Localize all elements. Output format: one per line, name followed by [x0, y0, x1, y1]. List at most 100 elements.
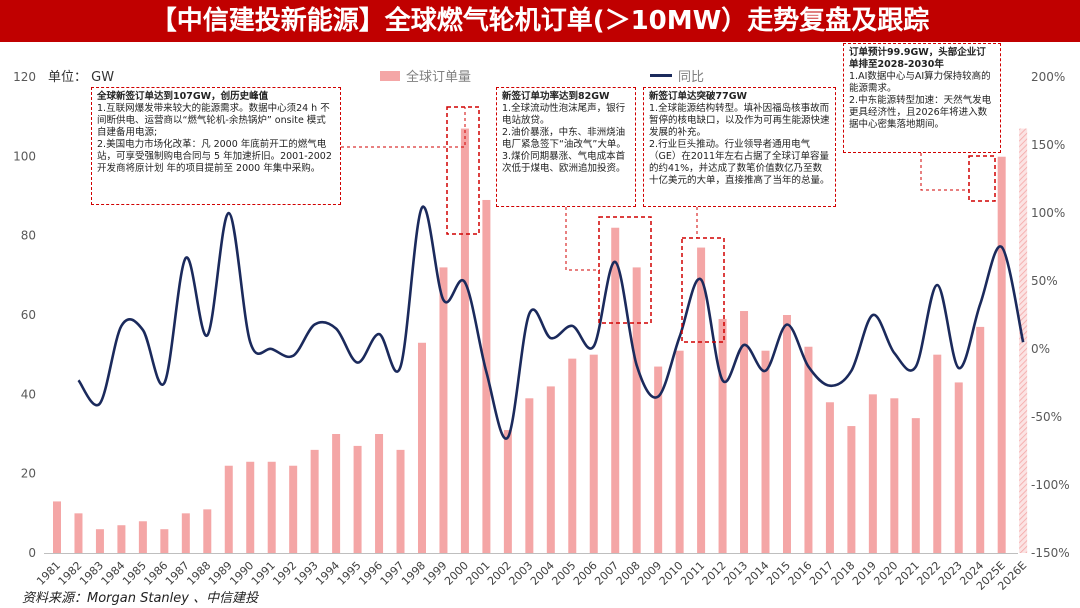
yoy-line: [77, 205, 1025, 440]
bar-2025E: [997, 156, 1006, 554]
bar-1997: [396, 449, 405, 553]
y-left-tick-label: 100: [13, 149, 36, 163]
y-right-tick-label: 50%: [1031, 274, 1058, 288]
x-tick-label: 2006: [571, 559, 600, 588]
bar-1987: [181, 513, 190, 553]
bar-2009: [654, 366, 663, 553]
bar-2006: [589, 354, 598, 553]
y-left-tick-label: 20: [21, 467, 36, 481]
bar-1996: [375, 434, 384, 553]
y-right-tick-label: -150%: [1031, 546, 1070, 560]
bar-2021: [911, 418, 920, 553]
annotation-title: 新签订单功率达到82GW: [502, 91, 610, 102]
x-tick-label: 2016: [786, 559, 815, 588]
y-left-tick-label: 80: [21, 229, 36, 243]
x-tick-label: 1982: [56, 559, 85, 588]
bar-2003: [525, 398, 534, 553]
bar-1986: [160, 529, 169, 553]
x-tick-label: 1993: [292, 559, 321, 588]
highlight-box: [681, 237, 725, 343]
x-tick-label: 1994: [313, 559, 342, 588]
bar-2017: [825, 402, 834, 553]
bar-2000: [460, 128, 469, 554]
x-tick-label: 1987: [163, 559, 192, 588]
x-tick-label: 1985: [120, 559, 149, 588]
bar-2022: [933, 354, 942, 553]
bar-2013: [740, 311, 749, 553]
annotation-connector: [341, 107, 466, 148]
x-tick-label: 1996: [356, 559, 385, 588]
annotation-line: 3.煤价同期暴涨、气电成本首次低于煤电、欧洲追加投资。: [502, 151, 626, 174]
highlight-box: [446, 106, 480, 235]
annotation-line: 2.油价暴涨，中东、非洲烧油电厂紧急签下“油改气”大单。: [502, 127, 626, 150]
x-tick-label: 2000: [442, 559, 471, 588]
bar-1984: [117, 525, 126, 553]
bar-2023: [954, 382, 963, 553]
x-tick-label: 2005: [549, 559, 578, 588]
x-tick-label: 2004: [528, 559, 557, 588]
bar-2004: [546, 386, 555, 553]
x-tick-label: 2009: [635, 559, 664, 588]
y-left-tick-label: 0: [28, 546, 36, 560]
x-tick-label: 2012: [700, 559, 729, 588]
x-tick-label: 1984: [99, 559, 128, 588]
bar-1999: [439, 267, 448, 553]
bar-1985: [138, 521, 147, 553]
y-right-tick-label: 100%: [1031, 206, 1065, 220]
annotation-line: 1.AI数据中心与AI算力保持较高的能源需求。: [849, 71, 991, 94]
annotation-line: 2.行业巨头推动。行业领导者通用电气（GE）在2011年左右占据了全球订单容量的…: [649, 139, 830, 186]
x-tick-label: 1995: [335, 559, 364, 588]
page-title: 【中信建投新能源】全球燃气轮机订单(＞10MW）走势复盘及跟踪: [0, 0, 1080, 42]
x-tick-label: 2020: [871, 559, 900, 588]
x-tick-label: 2022: [914, 559, 943, 588]
x-tick-label: 2013: [721, 559, 750, 588]
bar-2024: [976, 326, 985, 553]
x-tick-label: 2007: [592, 559, 621, 588]
source-note: 资料来源：Morgan Stanley 、中信建投: [22, 591, 259, 606]
bar-2011: [697, 247, 706, 554]
annotation-box-2011: 新签订单达突破77GW 1.全球能源结构转型。填补因福岛核事故而暂停的核电缺口，…: [643, 87, 836, 207]
x-tick-label: 2021: [893, 559, 922, 588]
annotation-title: 订单预计99.9GW，头部企业订单排至2028-2030年: [849, 47, 986, 70]
annotation-title: 全球新签订单达到107GW，创历史峰值: [97, 91, 269, 102]
bar-2012: [718, 318, 727, 553]
annotation-box-2025: 订单预计99.9GW，头部企业订单排至2028-2030年 1.AI数据中心与A…: [843, 43, 1001, 153]
annotation-title: 新签订单达突破77GW: [649, 91, 747, 102]
legend-bar-label: 全球订单量: [406, 70, 472, 85]
x-tick-label: 1986: [141, 559, 170, 588]
x-tick-label: 2023: [936, 559, 965, 588]
y-right-tick-label: -100%: [1031, 478, 1070, 492]
bar-1982: [74, 513, 83, 553]
annotation-line: 2.美国电力市场化改革：凡 2000 年底前开工的燃气电站，可享受强制购电合同与…: [97, 139, 332, 174]
bar-1988: [203, 509, 212, 553]
x-tick-label: 1981: [34, 559, 63, 588]
y-right-tick-label: 150%: [1031, 138, 1065, 152]
y-right-tick-label: 0%: [1031, 342, 1050, 356]
bar-2016: [804, 346, 813, 553]
bar-2007: [611, 227, 620, 553]
bar-2018: [847, 426, 856, 553]
bar-1991: [267, 461, 276, 553]
bar-2010: [675, 350, 684, 553]
y-right-tick-label: -50%: [1031, 410, 1062, 424]
x-tick-label: 1990: [227, 559, 256, 588]
bar-2014: [761, 350, 770, 553]
bar-1990: [246, 461, 255, 553]
x-tick-label: 1998: [399, 559, 428, 588]
annotation-box-2007: 新签订单功率达到82GW 1.全球流动性泡沫尾声，银行电站放贷。 2.油价暴涨，…: [496, 87, 636, 207]
x-tick-label: 1988: [184, 559, 213, 588]
x-tick-label: 2014: [743, 559, 772, 588]
x-tick-label: 2019: [850, 559, 879, 588]
x-tick-label: 1999: [421, 559, 450, 588]
bar-2020: [890, 398, 899, 553]
x-tick-label: 2008: [614, 559, 643, 588]
annotation-connector: [565, 207, 600, 271]
bar-1983: [95, 529, 104, 553]
x-tick-label: 1992: [270, 559, 299, 588]
x-tick-label: 2003: [506, 559, 535, 588]
bar-1981: [53, 501, 61, 553]
bar-1989: [224, 465, 233, 553]
x-tick-label: 1989: [206, 559, 235, 588]
x-tick-label: 1991: [249, 559, 278, 588]
y-left-tick-label: 40: [21, 387, 36, 401]
